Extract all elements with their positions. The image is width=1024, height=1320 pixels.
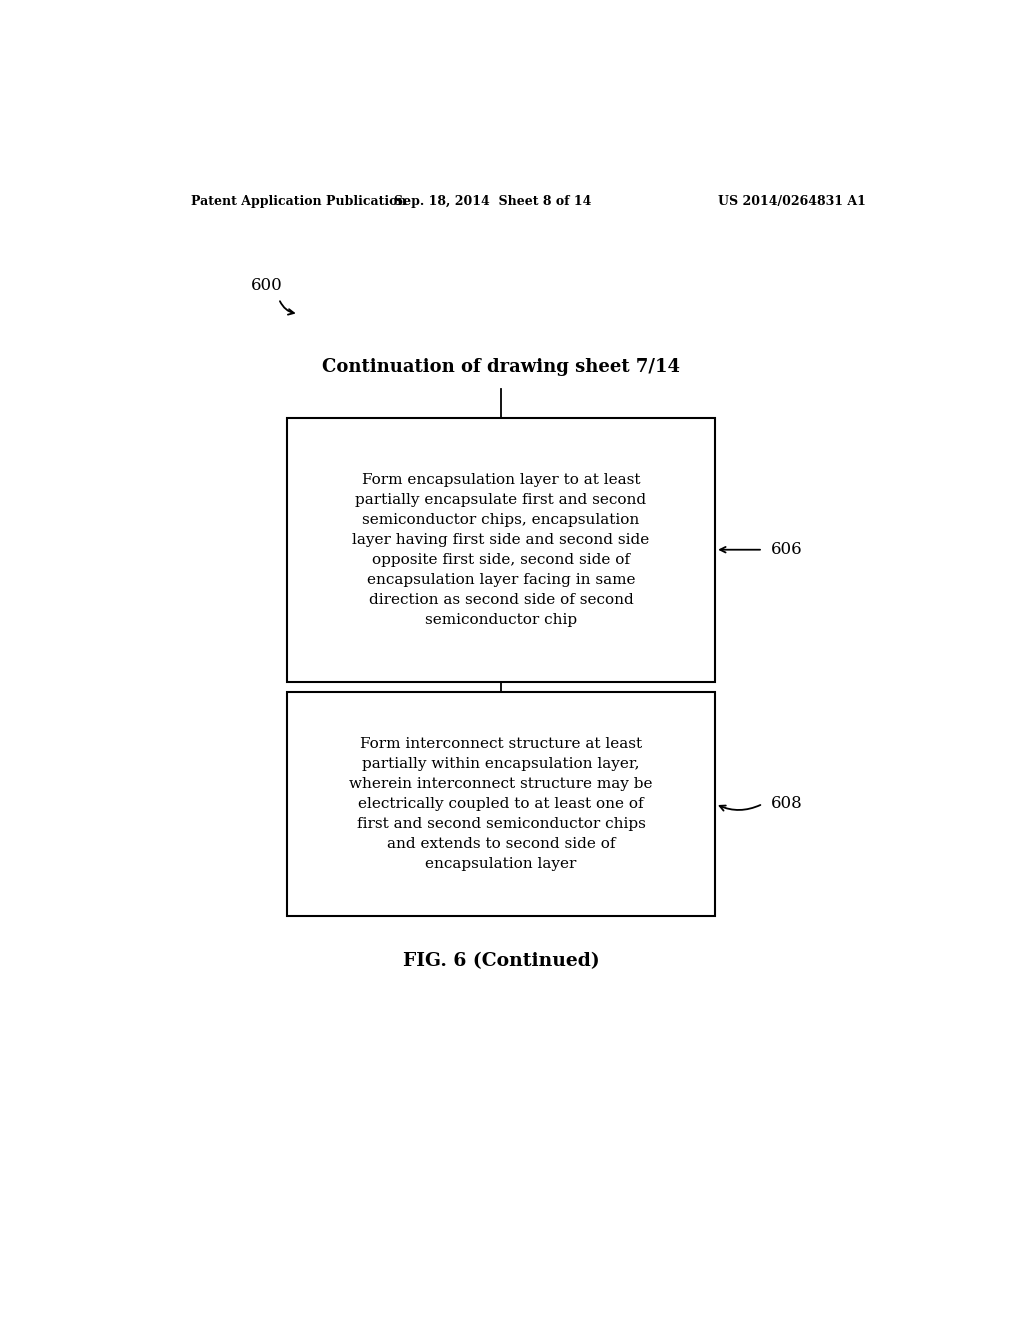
Text: 608: 608 — [771, 796, 803, 812]
Text: Sep. 18, 2014  Sheet 8 of 14: Sep. 18, 2014 Sheet 8 of 14 — [394, 194, 592, 207]
Bar — [287, 692, 716, 916]
Text: Form encapsulation layer to at least
partially encapsulate first and second
semi: Form encapsulation layer to at least par… — [352, 473, 649, 627]
Text: US 2014/0264831 A1: US 2014/0264831 A1 — [718, 194, 866, 207]
Text: FIG. 6 (Continued): FIG. 6 (Continued) — [402, 952, 599, 970]
Text: 600: 600 — [251, 277, 283, 294]
Text: Form interconnect structure at least
partially within encapsulation layer,
where: Form interconnect structure at least par… — [349, 737, 652, 871]
Text: Patent Application Publication: Patent Application Publication — [191, 194, 407, 207]
Bar — [287, 417, 716, 682]
Text: 606: 606 — [771, 541, 803, 558]
Text: Continuation of drawing sheet 7/14: Continuation of drawing sheet 7/14 — [322, 358, 680, 376]
